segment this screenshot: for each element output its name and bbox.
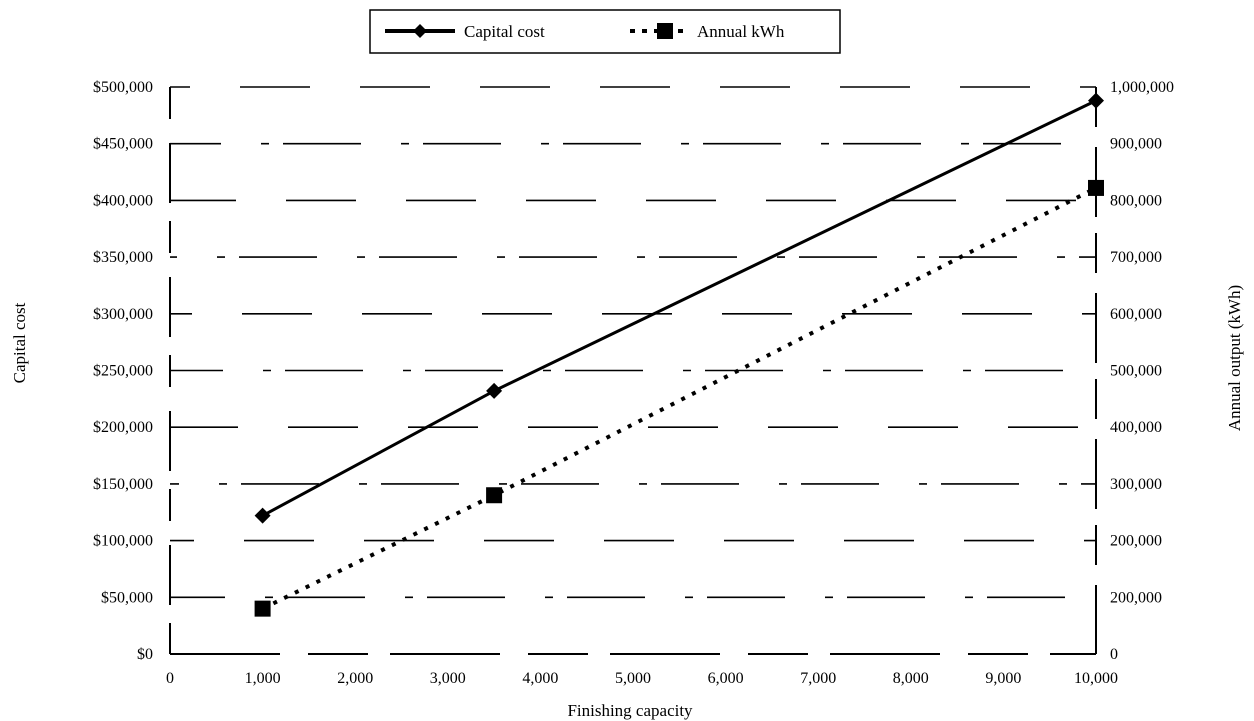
- y-tick-label: $150,000: [93, 476, 153, 493]
- x-tick-label: 2,000: [337, 670, 373, 687]
- legend-annual-square-icon: [657, 23, 673, 39]
- x-tick-label: 7,000: [800, 670, 836, 687]
- y-tick-label: $400,000: [93, 192, 153, 209]
- y2-tick-label: 0: [1110, 646, 1118, 663]
- legend-annual-label: Annual kWh: [697, 22, 785, 41]
- y-tick-label: $0: [137, 646, 153, 663]
- y2-tick-label: 600,000: [1110, 306, 1162, 323]
- x-tick-label: 8,000: [893, 670, 929, 687]
- y-tick-label: $350,000: [93, 249, 153, 266]
- y2-tick-label: 500,000: [1110, 363, 1162, 380]
- y-tick-label: $50,000: [101, 589, 153, 606]
- y-tick-label: $450,000: [93, 136, 153, 153]
- x-tick-label: 10,000: [1074, 670, 1118, 687]
- x-axis-title: Finishing capacity: [567, 701, 693, 720]
- x-tick-label: 3,000: [430, 670, 466, 687]
- y-tick-labels: $0 $50,000 $100,000 $150,000 $200,000 $250,00…: [93, 79, 153, 663]
- y-tick-label: $200,000: [93, 419, 153, 436]
- y-tick-label: $250,000: [93, 363, 153, 380]
- series-line-capital-cost: [261, 99, 1097, 517]
- data-point-capital-cost: [486, 382, 503, 399]
- y2-tick-label: 400,000: [1110, 419, 1162, 436]
- x-tick-label: 4,000: [522, 670, 558, 687]
- series-line-annual-kwh: [261, 186, 1097, 611]
- y2-tick-label: 300,000: [1110, 476, 1162, 493]
- y2-tick-label: 200,000: [1110, 589, 1162, 606]
- series-layer: [254, 92, 1104, 617]
- x-tick-label: 0: [166, 670, 174, 687]
- y2-tick-label: 800,000: [1110, 192, 1162, 209]
- gridlines: [170, 86, 1096, 599]
- legend-capital-diamond-icon: [413, 24, 427, 38]
- y2-tick-label: 900,000: [1110, 136, 1162, 153]
- x-tick-label: 9,000: [985, 670, 1021, 687]
- y2-tick-labels: 0 200,000 200,000 300,000 400,000 500,000 600,…: [1110, 79, 1174, 663]
- data-point-capital-cost: [1088, 92, 1104, 109]
- y-tick-label: $100,000: [93, 533, 153, 550]
- y-tick-label: $500,000: [93, 79, 153, 96]
- data-point-capital-cost: [254, 507, 271, 524]
- legend: Capital cost Annual kWh: [369, 9, 841, 54]
- x-tick-label: 5,000: [615, 670, 651, 687]
- y2-tick-label: 700,000: [1110, 249, 1162, 266]
- legend-capital-label: Capital cost: [464, 22, 545, 41]
- y-tick-label: $300,000: [93, 306, 153, 323]
- data-point-annual-kwh: [1088, 179, 1104, 196]
- data-point-annual-kwh: [254, 600, 271, 617]
- y2-tick-label: 200,000: [1110, 533, 1162, 550]
- x-tick-label: 1,000: [245, 670, 281, 687]
- data-point-annual-kwh: [486, 487, 503, 504]
- y2-tick-label: 1,000,000: [1110, 79, 1174, 96]
- y-axis-title-left: Capital cost: [10, 302, 29, 383]
- x-tick-label: 6,000: [708, 670, 744, 687]
- y-axis-title-right: Annual output (kWh): [1225, 285, 1244, 431]
- x-tick-labels: 0 1,000 2,000 3,000 4,000 5,000 6,000 7,000 8,00…: [166, 670, 1118, 687]
